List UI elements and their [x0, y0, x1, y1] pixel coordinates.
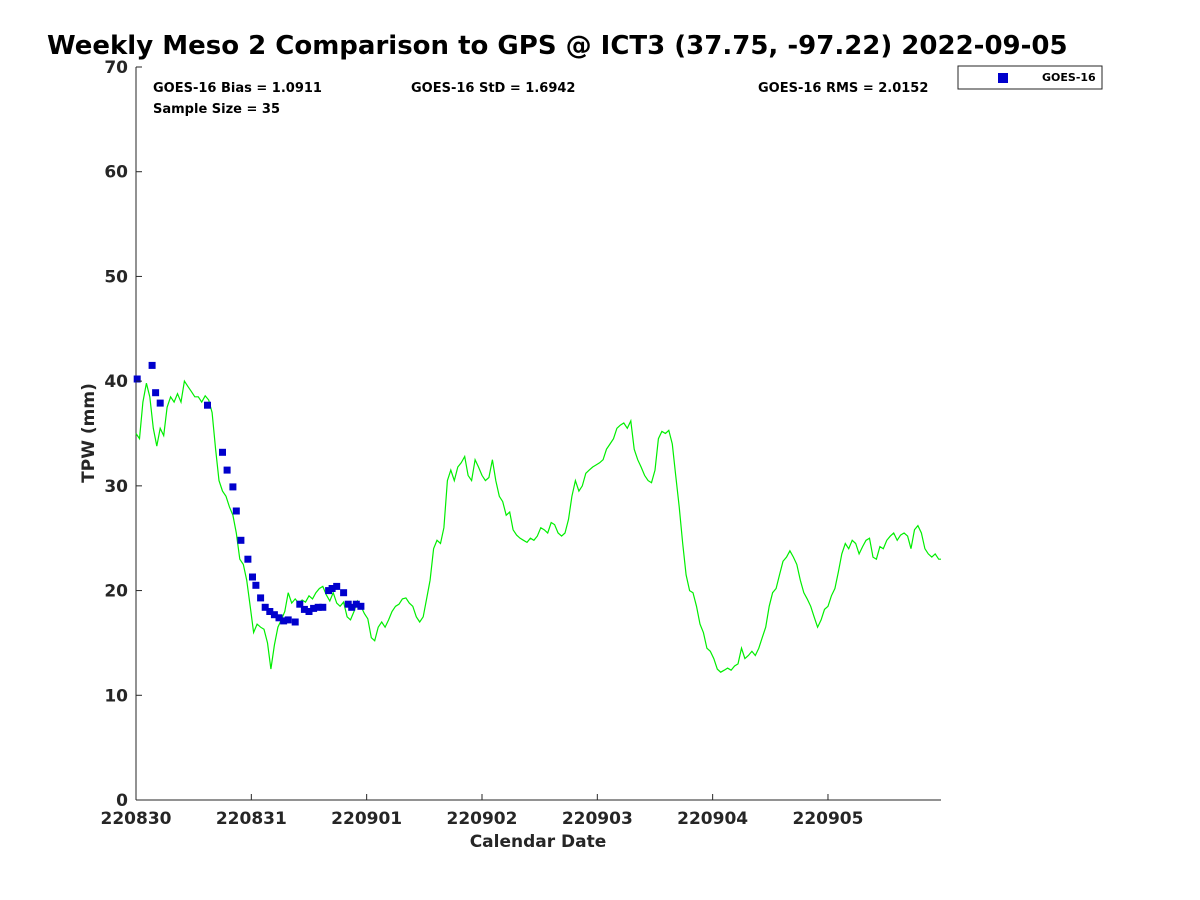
goes-data-point	[328, 585, 336, 592]
x-tick-label: 220904	[677, 809, 748, 829]
y-tick-label: 20	[104, 582, 128, 602]
goes-data-point	[296, 600, 304, 608]
y-tick-label: 0	[116, 791, 128, 811]
y-tick-label: 30	[104, 477, 128, 497]
goes-data-point	[314, 603, 322, 611]
x-tick-label: 220901	[331, 809, 402, 829]
x-ticks: 220830 220831 220901 220902 220903 220904 2209…	[101, 794, 863, 829]
x-tick-label: 220903	[562, 809, 633, 829]
legend: GOES-16	[957, 65, 1103, 90]
legend-marker-square	[998, 73, 1008, 83]
goes-data-point	[340, 589, 348, 597]
goes-data-point	[229, 483, 237, 491]
y-tick-label: 10	[104, 686, 128, 706]
goes-data-point	[223, 466, 231, 474]
goes-data-point	[352, 600, 360, 608]
goes-data-point	[319, 603, 327, 611]
x-tick-label: 220830	[101, 809, 172, 829]
goes-data-point	[249, 573, 256, 581]
legend-label: GOES-16	[1042, 71, 1096, 84]
bias-stat: GOES-16 Bias = 1.0911	[153, 81, 322, 96]
y-tick-label: 70	[104, 58, 128, 78]
goes-data-point	[204, 401, 211, 409]
goes-data-point	[348, 603, 356, 611]
goes-data-point	[280, 617, 288, 625]
goes-data-point	[310, 604, 318, 612]
y-axis-label: TPW (mm)	[79, 383, 99, 483]
rms-stat: GOES-16 RMS = 2.0152	[758, 81, 928, 96]
plot-area: 0 10 20 30 40 50 60 70 220830 220831 220901 220902…	[101, 58, 941, 829]
x-axis-label: Calendar Date	[470, 832, 607, 852]
goes-data-point	[244, 555, 252, 563]
goes-data-point	[305, 608, 313, 615]
goes-data-point	[333, 582, 341, 590]
goes-data-point	[284, 616, 292, 624]
goes-data-point	[252, 581, 260, 589]
x-tick-label: 220831	[216, 809, 287, 829]
goes-data-point	[148, 361, 156, 369]
goes-data-point	[261, 603, 269, 611]
goes-data-point	[237, 536, 245, 544]
x-tick-label: 220902	[446, 809, 517, 829]
goes-data-point	[219, 448, 226, 456]
sample-size-stat: Sample Size = 35	[153, 102, 280, 117]
y-tick-label: 40	[104, 372, 128, 392]
goes-data-point	[300, 605, 308, 613]
goes-data-point	[270, 611, 278, 619]
goes-data-point	[257, 594, 265, 602]
goes-data-point	[266, 608, 274, 615]
y-tick-label: 60	[104, 163, 128, 183]
goes-data-point	[291, 618, 299, 626]
y-ticks: 0 10 20 30 40 50 60 70	[104, 58, 142, 811]
legend-box	[957, 65, 1103, 90]
goes-data-point	[275, 614, 283, 622]
std-stat: GOES-16 StD = 1.6942	[411, 81, 575, 96]
goes-data-point	[133, 375, 141, 383]
goes-data-point	[232, 507, 240, 515]
goes-marker-layer	[133, 361, 365, 626]
gps-line-layer	[135, 379, 941, 673]
chart-title: Weekly Meso 2 Comparison to GPS @ ICT3 (…	[47, 31, 1068, 61]
gps-tpw-line	[135, 379, 941, 673]
goes-data-point	[357, 602, 365, 610]
y-tick-label: 50	[104, 267, 128, 287]
x-tick-label: 220905	[792, 809, 863, 829]
goes-data-point	[152, 389, 160, 397]
goes-data-point	[156, 399, 164, 407]
